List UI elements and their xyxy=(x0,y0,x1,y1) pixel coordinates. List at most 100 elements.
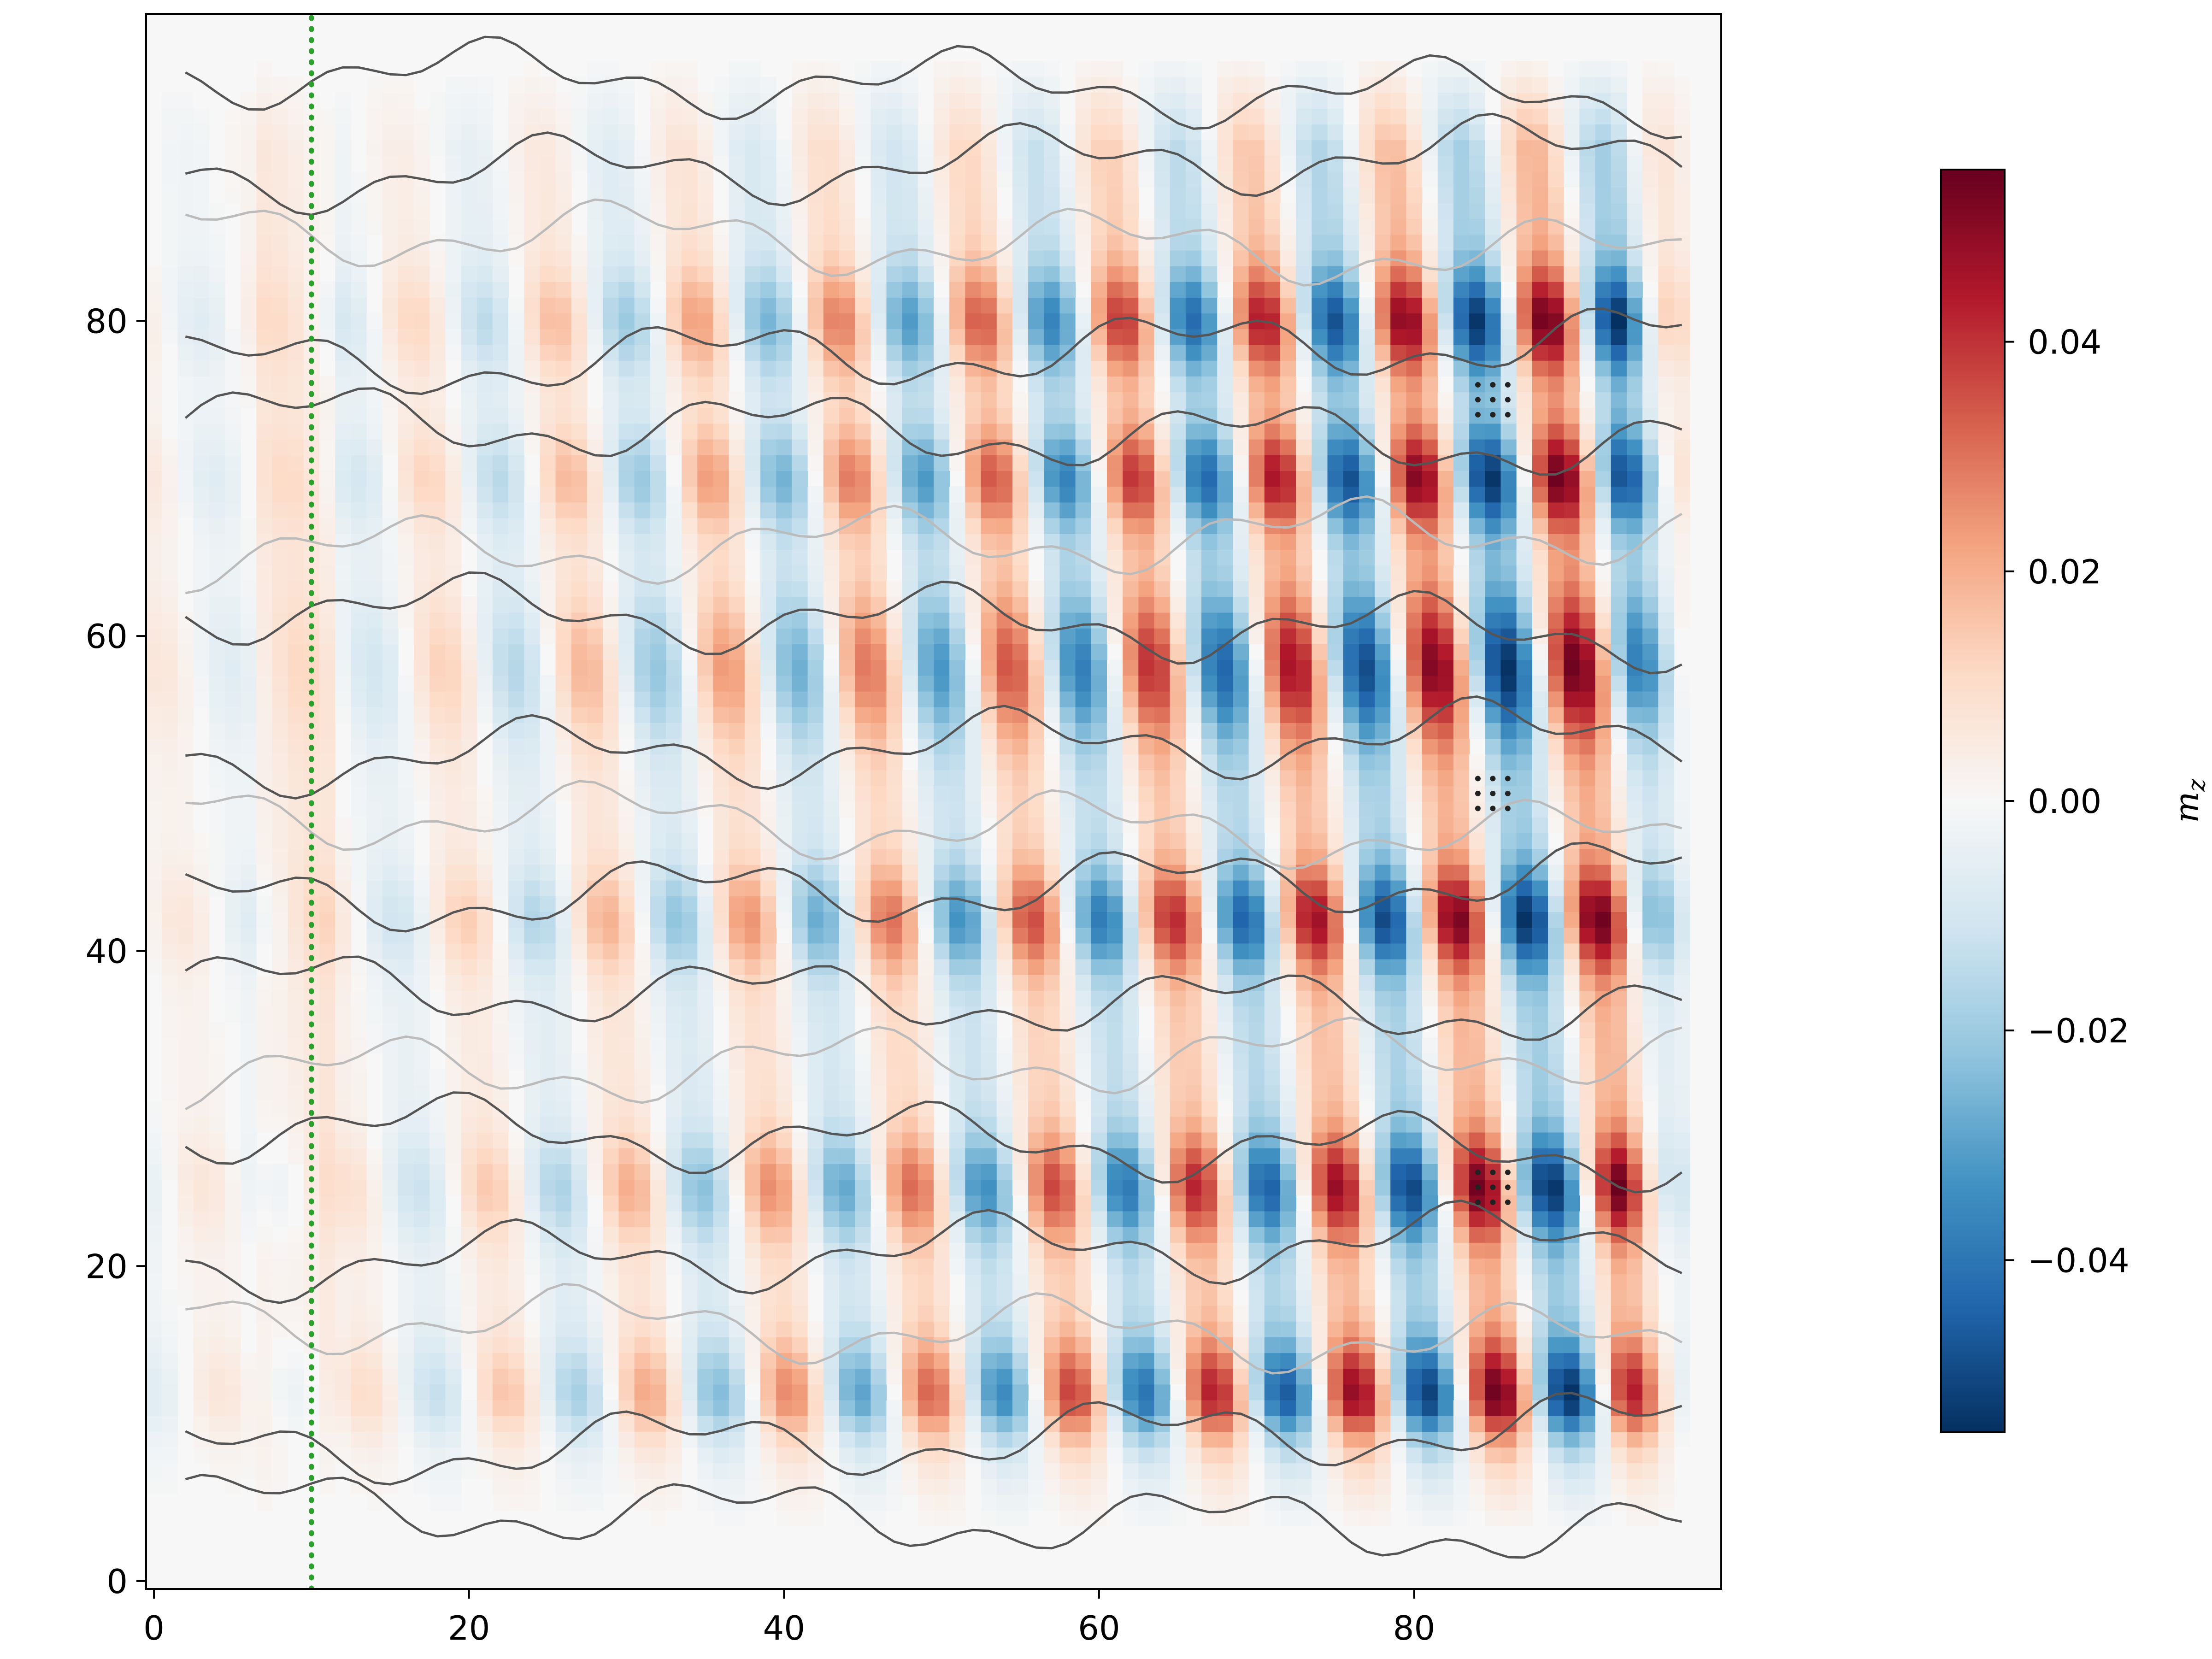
heat-cell xyxy=(477,1242,493,1259)
heat-cell xyxy=(1312,1085,1328,1101)
heat-cell xyxy=(319,1085,335,1101)
heat-cell xyxy=(1626,770,1643,786)
heat-cell xyxy=(1674,1305,1690,1322)
heat-cell xyxy=(224,1305,241,1322)
heat-cell xyxy=(665,1226,682,1243)
heat-cell xyxy=(1185,1226,1202,1243)
heat-cell xyxy=(1312,801,1328,818)
heat-cell xyxy=(918,1179,934,1196)
heat-cell xyxy=(414,1274,430,1290)
heat-cell xyxy=(665,1053,682,1070)
heat-cell xyxy=(1548,738,1564,755)
heat-cell xyxy=(713,1211,729,1227)
heat-cell xyxy=(1674,1132,1690,1148)
heat-cell xyxy=(1296,1100,1312,1117)
heat-cell xyxy=(650,1258,666,1275)
heat-cell xyxy=(1422,1258,1438,1275)
heat-cell xyxy=(524,864,541,881)
heat-cell xyxy=(414,1289,430,1306)
heat-cell xyxy=(713,1226,729,1243)
heat-cell xyxy=(1044,1353,1060,1369)
heat-cell xyxy=(508,974,525,991)
heat-cell xyxy=(1264,770,1281,786)
heat-cell xyxy=(1658,1226,1675,1243)
heat-cell xyxy=(665,1463,682,1479)
heat-cell xyxy=(1296,754,1312,771)
heat-cell xyxy=(1327,801,1344,818)
heat-cell xyxy=(1296,691,1312,707)
heat-cell xyxy=(461,912,477,928)
heat-cell xyxy=(319,1400,335,1416)
heat-cell xyxy=(429,927,446,944)
heat-cell xyxy=(729,754,745,771)
heat-cell xyxy=(744,754,761,771)
heat-cell xyxy=(949,1147,966,1164)
heat-cell xyxy=(634,1305,651,1322)
heat-cell xyxy=(1327,912,1344,928)
heat-cell xyxy=(1548,912,1564,928)
heat-cell xyxy=(256,1085,273,1101)
heat-cell xyxy=(461,1164,477,1180)
heat-cell xyxy=(1154,1400,1171,1416)
heat-cell xyxy=(1390,1211,1407,1227)
heat-cell xyxy=(241,927,257,944)
heat-cell xyxy=(1343,1226,1359,1243)
heat-cell xyxy=(1437,1226,1454,1243)
heat-cell xyxy=(1044,974,1060,991)
heat-cell xyxy=(429,1116,446,1133)
heat-cell xyxy=(587,691,604,707)
heat-cell xyxy=(224,990,241,1007)
heat-cell xyxy=(1028,848,1045,865)
heat-cell xyxy=(1564,675,1580,692)
heat-cell xyxy=(697,1242,714,1259)
heat-cell xyxy=(1422,675,1438,692)
heat-cell xyxy=(1312,723,1328,739)
heat-cell xyxy=(445,848,462,865)
heat-cell xyxy=(1248,801,1265,818)
heat-cell xyxy=(1106,1447,1123,1464)
heat-cell xyxy=(1485,1274,1501,1290)
heat-cell xyxy=(1564,1242,1580,1259)
heat-cell xyxy=(634,1242,651,1259)
heat-cell xyxy=(445,1400,462,1416)
heat-cell xyxy=(272,770,288,786)
heat-cell xyxy=(429,1494,446,1511)
heat-cell xyxy=(713,659,729,676)
heat-cell xyxy=(1201,1100,1218,1117)
heat-cell xyxy=(445,1337,462,1353)
heat-cell xyxy=(855,1368,871,1385)
heat-cell xyxy=(981,1447,997,1464)
heat-cell xyxy=(1028,1321,1045,1337)
heat-cell xyxy=(1532,817,1548,834)
heat-cell xyxy=(571,927,588,944)
heat-cell xyxy=(1548,770,1564,786)
heat-cell xyxy=(1642,943,1659,959)
heat-cell xyxy=(1312,770,1328,786)
heat-cell xyxy=(1217,738,1234,755)
heat-cell xyxy=(1185,1069,1202,1086)
heat-cell xyxy=(1280,1053,1296,1070)
heat-cell xyxy=(1437,1053,1454,1070)
heat-cell xyxy=(587,1305,604,1322)
heat-cell xyxy=(429,1147,446,1164)
heat-cell xyxy=(650,754,666,771)
heat-cell xyxy=(1658,1006,1675,1023)
heat-cell xyxy=(1532,1100,1548,1117)
heat-cell xyxy=(1375,864,1391,881)
heat-cell xyxy=(713,1368,729,1385)
heat-cell xyxy=(1532,912,1548,928)
heat-cell xyxy=(823,1321,840,1337)
heat-cell xyxy=(713,927,729,944)
heat-cell xyxy=(1406,1478,1423,1495)
heat-cell xyxy=(1106,1258,1123,1275)
heat-cell xyxy=(335,912,352,928)
heat-cell xyxy=(729,706,745,723)
heat-cell xyxy=(1359,1211,1375,1227)
heat-cell xyxy=(886,1226,903,1243)
heat-cell xyxy=(414,959,430,975)
heat-cell xyxy=(1548,817,1564,834)
heat-cell xyxy=(1217,1321,1234,1337)
heat-cell xyxy=(650,1447,666,1464)
heat-cell xyxy=(792,1242,808,1259)
heat-cell xyxy=(1658,1463,1675,1479)
